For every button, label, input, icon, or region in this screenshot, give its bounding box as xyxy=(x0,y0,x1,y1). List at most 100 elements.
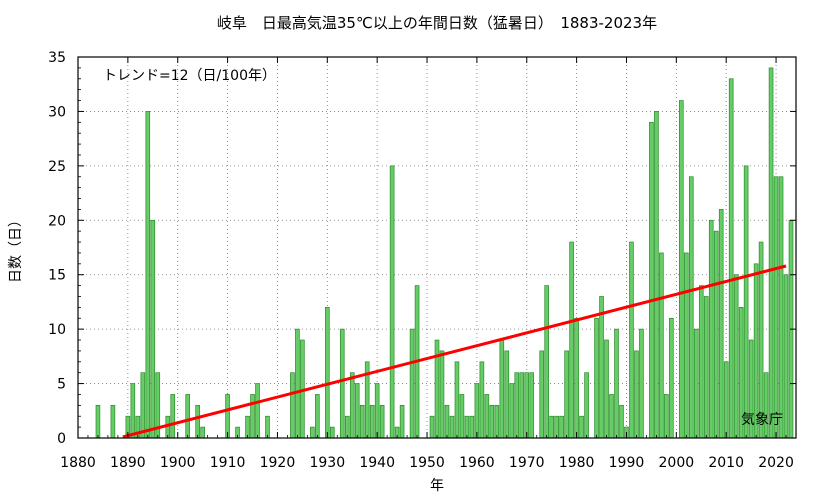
bar xyxy=(295,328,300,439)
bar xyxy=(629,241,634,439)
x-tick-label: 2020 xyxy=(758,455,794,471)
x-tick-label: 1890 xyxy=(110,455,146,471)
bar xyxy=(474,383,480,439)
y-tick-label: 25 xyxy=(48,159,66,175)
bar xyxy=(649,121,654,439)
bar xyxy=(564,350,569,439)
bar xyxy=(664,394,669,439)
bar xyxy=(594,317,599,439)
bar xyxy=(693,328,699,439)
bar xyxy=(599,296,604,439)
y-tick-label: 30 xyxy=(48,104,66,120)
bar xyxy=(110,404,116,439)
y-tick-label: 15 xyxy=(48,268,66,284)
bar xyxy=(728,78,734,439)
bar xyxy=(519,372,525,439)
bar xyxy=(768,67,774,439)
x-tick-label: 1900 xyxy=(160,455,196,471)
bar xyxy=(325,307,330,439)
bar xyxy=(310,426,315,439)
x-tick-label: 2010 xyxy=(708,455,744,471)
bar xyxy=(654,111,659,439)
bar xyxy=(763,372,769,439)
bar xyxy=(369,404,375,439)
bar xyxy=(539,350,545,439)
bar xyxy=(614,328,619,439)
bar xyxy=(449,415,455,439)
bar xyxy=(344,415,350,439)
bar xyxy=(225,394,230,439)
bar xyxy=(574,317,579,439)
bar xyxy=(684,252,689,439)
bar xyxy=(349,372,355,439)
bar xyxy=(250,394,255,439)
x-tick-label: 1940 xyxy=(359,455,395,471)
bar xyxy=(185,394,190,439)
bar xyxy=(459,394,465,439)
bar xyxy=(778,176,784,439)
bar xyxy=(489,404,495,439)
bar xyxy=(479,361,485,439)
x-tick-label: 1950 xyxy=(409,455,445,471)
bar xyxy=(245,415,250,439)
bar xyxy=(439,350,445,439)
bar xyxy=(504,350,510,439)
bar xyxy=(494,404,500,439)
y-axis: 0 5 10 15 20 25 30 35 xyxy=(48,50,796,447)
bar xyxy=(688,176,694,439)
bar xyxy=(290,372,295,439)
bars xyxy=(95,67,794,439)
bar xyxy=(255,383,260,439)
x-tick-label: 1960 xyxy=(459,455,495,471)
bar xyxy=(679,100,684,439)
bar xyxy=(454,361,460,439)
bar xyxy=(783,274,789,439)
bar xyxy=(634,350,639,439)
bar xyxy=(315,394,320,439)
bar xyxy=(389,165,395,439)
bar xyxy=(708,219,714,439)
y-axis-label: 日数（日） xyxy=(8,213,24,283)
bar xyxy=(609,394,614,439)
x-tick-label: 1990 xyxy=(609,455,645,471)
bar xyxy=(429,415,435,439)
bar xyxy=(723,361,729,439)
bar xyxy=(544,285,549,439)
bar xyxy=(130,383,136,439)
bar xyxy=(524,372,530,439)
bar xyxy=(703,296,709,439)
bar xyxy=(554,415,559,439)
chart-title: 岐阜 日最高気温35℃以上の年間日数（猛暑日） 1883-2023年 xyxy=(217,14,657,32)
x-tick-label: 1970 xyxy=(509,455,545,471)
x-tick-label: 2000 xyxy=(659,455,695,471)
bar xyxy=(659,252,664,439)
y-tick-label: 0 xyxy=(57,431,66,447)
source-label: 気象庁 xyxy=(741,412,783,428)
bar xyxy=(509,383,515,439)
bar xyxy=(140,372,146,439)
x-tick-label: 1910 xyxy=(210,455,246,471)
bar xyxy=(265,415,270,439)
y-tick-label: 10 xyxy=(48,322,66,338)
bar xyxy=(718,209,724,439)
bar xyxy=(713,230,719,439)
bar xyxy=(549,415,554,439)
bar xyxy=(514,372,520,439)
bar xyxy=(484,394,490,439)
bar xyxy=(354,383,360,439)
bar xyxy=(374,383,380,439)
bar xyxy=(330,426,335,439)
y-tick-label: 5 xyxy=(57,377,66,393)
bar xyxy=(743,165,749,439)
bar xyxy=(359,404,365,439)
bar xyxy=(339,328,345,439)
y-tick-label: 20 xyxy=(48,213,66,229)
bar xyxy=(464,415,470,439)
bar xyxy=(170,394,176,439)
bar xyxy=(200,426,205,439)
bar xyxy=(669,317,674,439)
bar xyxy=(150,219,156,439)
bar xyxy=(733,274,739,439)
bar xyxy=(469,415,475,439)
